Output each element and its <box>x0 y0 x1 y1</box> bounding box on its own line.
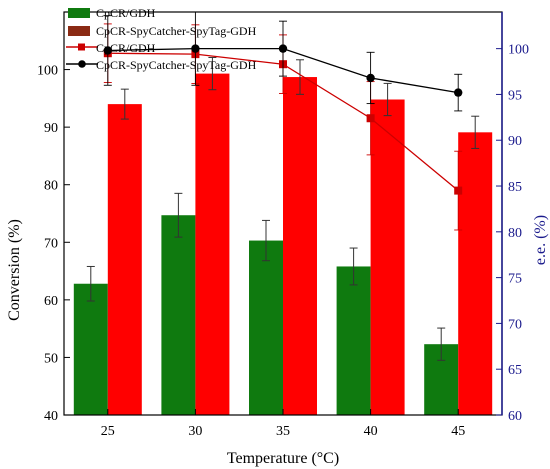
legend-label-bar-2: CpCR-SpyCatcher-SpyTag-GDH <box>96 24 257 38</box>
marker-circle-45 <box>454 88 463 97</box>
right-tick-label-95: 95 <box>508 88 522 103</box>
x-tick-label-35: 35 <box>276 424 290 439</box>
x-tick-label-30: 30 <box>188 424 202 439</box>
x-tick-label-45: 45 <box>451 424 465 439</box>
bar-s1-25 <box>107 104 142 415</box>
bars-layer <box>73 73 493 415</box>
marker-circle-30 <box>191 44 200 53</box>
left-tick-label-90: 90 <box>44 121 58 136</box>
marker-square-45 <box>454 186 463 195</box>
x-tick-label-25: 25 <box>101 424 115 439</box>
right-tick-label-70: 70 <box>508 317 522 332</box>
left-tick-label-100: 100 <box>37 64 58 79</box>
legend-swatch-bar-2 <box>68 26 90 36</box>
legend-marker-circle <box>78 60 86 68</box>
x-axis-title: Temperature (°C) <box>227 450 339 467</box>
legend: CpCR/GDH CpCR-SpyCatcher-SpyTag-GDH CpCR… <box>66 6 257 72</box>
marker-circle-35 <box>278 44 288 53</box>
marker-circle-25 <box>103 46 113 55</box>
right-tick-label-60: 60 <box>508 409 522 424</box>
left-tick-label-40: 40 <box>44 409 58 424</box>
y-axis-title: Conversion (%) <box>6 219 23 321</box>
bar-s0-25 <box>73 283 108 415</box>
left-tick-label-60: 60 <box>44 294 58 309</box>
right-tick-label-90: 90 <box>508 134 522 149</box>
marker-circle-40 <box>366 73 375 83</box>
lines-layer <box>103 11 463 231</box>
marker-square-40 <box>366 114 375 123</box>
left-axis-ticks: 40 50 60 70 80 90 100 <box>37 64 70 424</box>
legend-label-bar-1: CpCR/GDH <box>96 6 156 20</box>
legend-swatch-bar-1 <box>68 8 90 18</box>
bar-s0-35 <box>249 240 283 415</box>
error-bars-layer <box>86 56 480 361</box>
right-tick-label-80: 80 <box>508 226 522 241</box>
bar-s1-45 <box>458 132 493 415</box>
bar-s0-30 <box>161 215 196 415</box>
x-tick-label-40: 40 <box>364 424 378 439</box>
left-tick-label-70: 70 <box>44 236 58 251</box>
x-axis-ticks: 25 30 35 40 45 <box>101 409 465 439</box>
left-tick-label-50: 50 <box>44 351 58 366</box>
right-tick-label-85: 85 <box>508 180 522 195</box>
legend-label-line-2: CpCR-SpyCatcher-SpyTag-GDH <box>96 58 257 72</box>
right-tick-label-100: 100 <box>508 43 529 58</box>
left-tick-label-80: 80 <box>44 179 58 194</box>
bar-s0-40 <box>336 266 371 415</box>
right-tick-label-75: 75 <box>508 272 522 287</box>
right-tick-label-65: 65 <box>508 363 522 378</box>
legend-label-line-1: CpCR/GDH <box>96 41 156 55</box>
y2-axis-title: e.e. (%) <box>532 215 549 265</box>
bar-s1-35 <box>283 77 317 415</box>
right-axis-ticks: 60 65 70 75 80 85 90 95 100 <box>496 43 529 424</box>
bar-s1-40 <box>370 99 405 415</box>
bar-s1-30 <box>195 73 230 415</box>
legend-marker-square <box>78 43 85 51</box>
